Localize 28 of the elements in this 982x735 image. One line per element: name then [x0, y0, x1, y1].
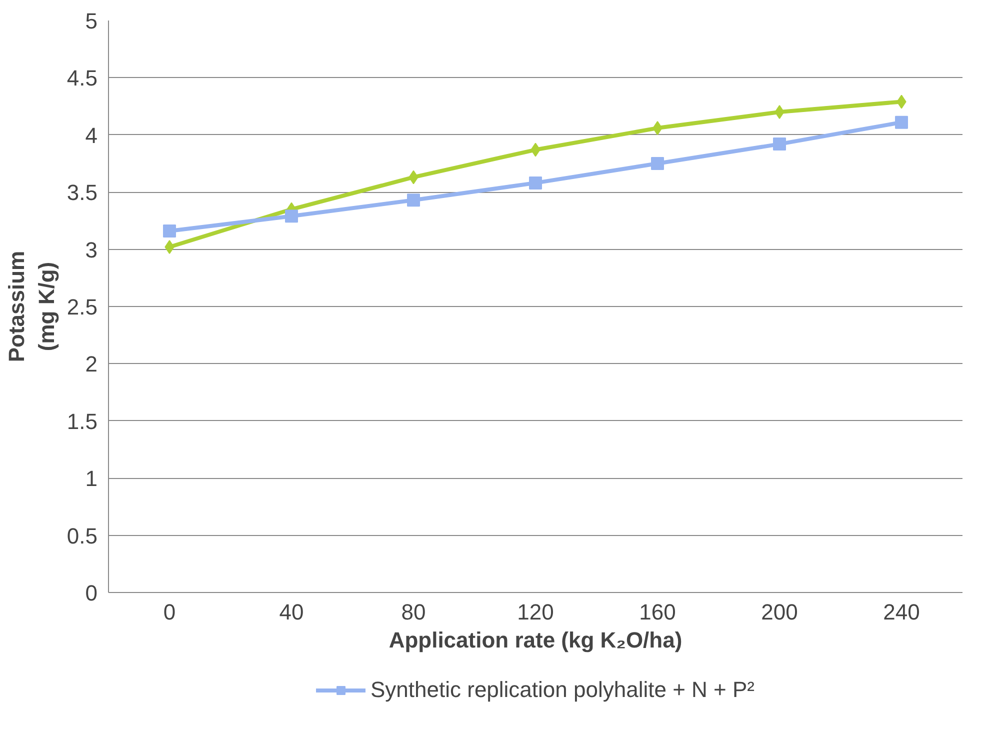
x-tick-label: 240: [883, 600, 920, 624]
y-tick-label: 4.5: [66, 66, 98, 91]
y-tick-label: 1: [85, 466, 98, 492]
x-tick-label: 40: [279, 600, 304, 624]
point: [895, 116, 908, 129]
legend-label: Synthetic replication polyhalite + N + P²: [370, 677, 754, 703]
x-tick-label: 200: [761, 600, 798, 624]
x-tick-label: 0: [163, 600, 176, 624]
y-tick-label: 5: [85, 8, 98, 34]
y-tick-label: 4: [85, 122, 98, 148]
point: [285, 210, 298, 223]
y-tick-label: 2: [85, 352, 98, 377]
y-tick-label: 3.5: [66, 180, 98, 206]
point: [407, 194, 420, 207]
point: [773, 138, 786, 151]
y-tick-label: 3: [85, 237, 98, 262]
x-tick-label: 160: [639, 600, 676, 624]
x-tick-label: 120: [517, 600, 554, 624]
y-axis-title: Potassium (mg K/g): [4, 250, 59, 362]
y-tick-label: 2.5: [66, 294, 98, 320]
y-tick-label: 0: [85, 580, 98, 606]
point: [529, 176, 542, 190]
point: [163, 224, 176, 238]
point: [651, 157, 664, 170]
y-tick-label: 1.5: [66, 408, 98, 434]
x-tick-label: 80: [401, 600, 426, 624]
y-tick-label: 0.5: [66, 523, 98, 548]
x-axis-title: Application rate (kg K₂O/ha): [388, 628, 682, 652]
